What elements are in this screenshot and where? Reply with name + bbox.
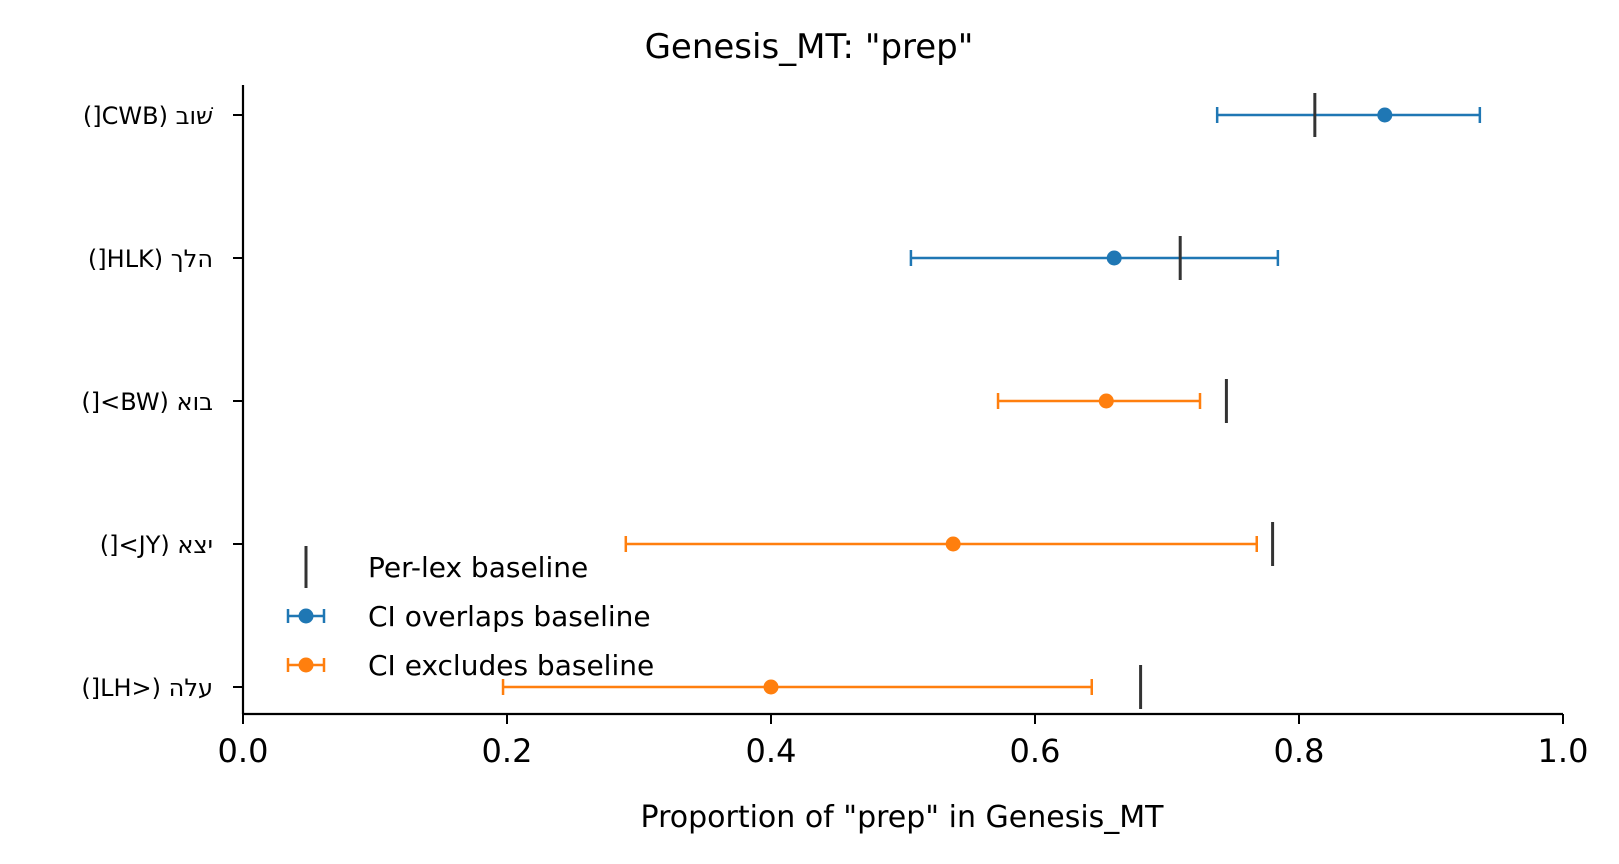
legend-label: CI excludes baseline [368,649,654,682]
data-point [1106,250,1122,266]
data-row [996,379,1228,423]
y-tick-label: בוא (BW>[) [81,388,213,416]
legend-point [298,657,314,673]
data-point [1377,107,1393,123]
x-tick-label: 0.0 [218,732,269,770]
data-row [909,236,1280,280]
data-row [624,522,1275,566]
x-tick-label: 0.6 [1010,732,1061,770]
data-row [501,665,1143,709]
x-tick-label: 0.4 [746,732,797,770]
x-tick-label: 0.2 [482,732,533,770]
x-axis-label: Proportion of "prep" in Genesis_MT [641,800,1165,835]
legend-entry: CI excludes baseline [286,649,654,682]
y-tick-label: יצא (JY>[) [100,531,213,559]
data-point [945,536,961,552]
legend: Per-lex baseline CI overlaps baseline CI e… [286,546,654,682]
y-tick-label: הלך (HLK[) [88,245,213,273]
x-tick-label: 1.0 [1538,732,1589,770]
legend-entry: CI overlaps baseline [286,600,651,633]
y-tick-label: עלה (<LH[) [81,674,213,702]
chart-title: Genesis_MT: "prep" [645,27,974,67]
legend-label: CI overlaps baseline [368,600,651,633]
plot-area [501,93,1482,709]
axes: 0.0 0.2 0.4 0.6 0.8 1.0 שׁוב (CWB[) הלך (HLK[) ב… [81,85,1588,770]
legend-point [298,608,314,624]
data-row [1215,93,1482,137]
y-tick-label: שׁוב (CWB[) [83,102,214,130]
data-point [763,679,779,695]
legend-entry: Per-lex baseline [304,546,588,588]
legend-label: Per-lex baseline [368,551,588,584]
data-point [1098,393,1114,409]
x-tick-label: 0.8 [1274,732,1325,770]
